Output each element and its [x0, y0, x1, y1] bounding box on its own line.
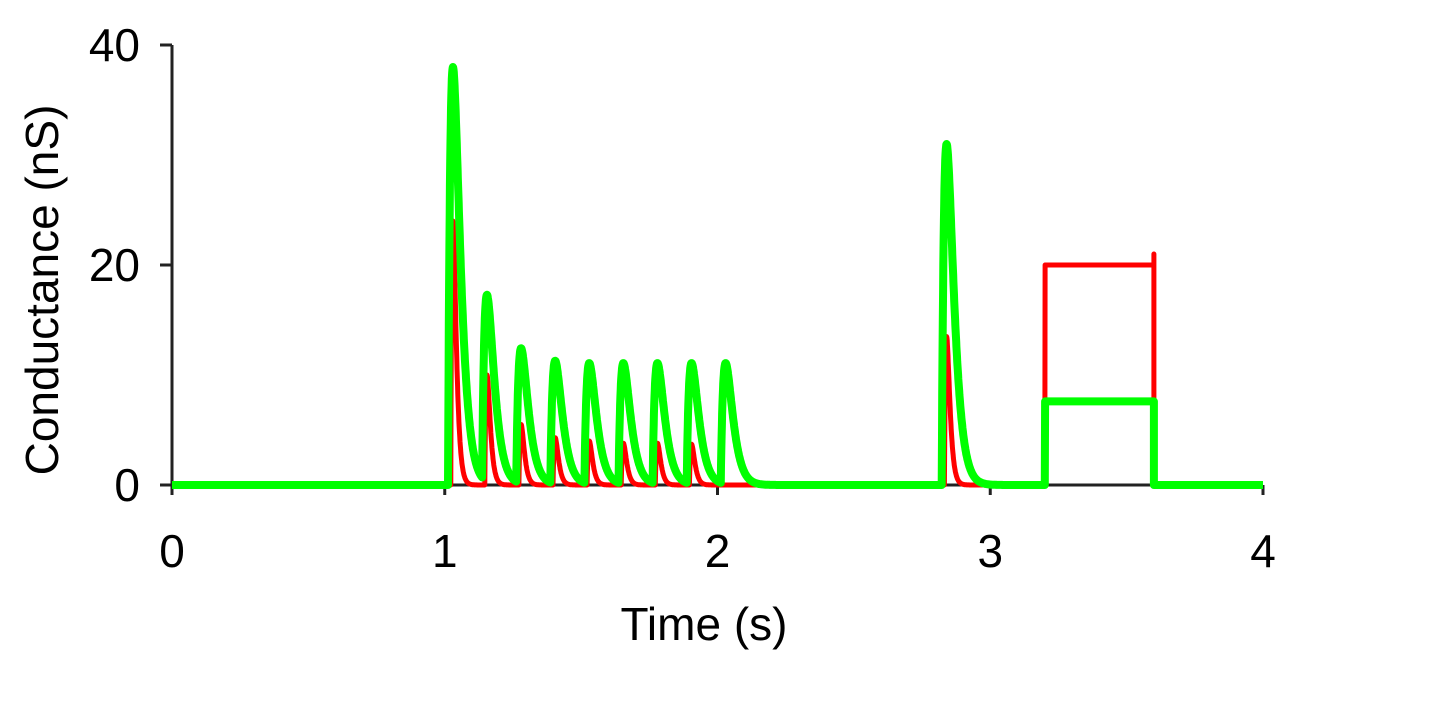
- x-tick-label: 0: [159, 525, 185, 577]
- series-green-line: [172, 67, 1263, 485]
- x-tick-label: 2: [705, 525, 731, 577]
- y-tick-label: 0: [114, 459, 140, 511]
- x-axis-label: Time (s): [621, 598, 788, 650]
- y-tick-label: 40: [89, 19, 140, 71]
- x-tick-label: 1: [432, 525, 458, 577]
- y-axis-label: Conductance (nS): [16, 105, 68, 476]
- x-tick-label: 3: [977, 525, 1003, 577]
- y-tick-label: 20: [89, 239, 140, 291]
- x-tick-label: 4: [1250, 525, 1276, 577]
